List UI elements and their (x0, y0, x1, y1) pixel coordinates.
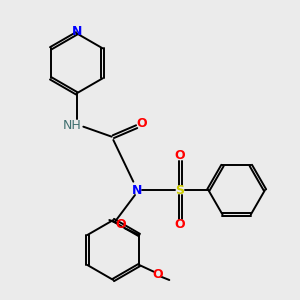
Text: O: O (152, 268, 163, 281)
Text: NH: NH (62, 118, 81, 131)
Text: N: N (131, 184, 142, 196)
Text: O: O (136, 117, 147, 130)
Text: O: O (175, 218, 185, 232)
Text: N: N (71, 25, 82, 38)
Text: O: O (116, 218, 126, 232)
Text: S: S (176, 184, 184, 196)
Text: O: O (175, 148, 185, 161)
